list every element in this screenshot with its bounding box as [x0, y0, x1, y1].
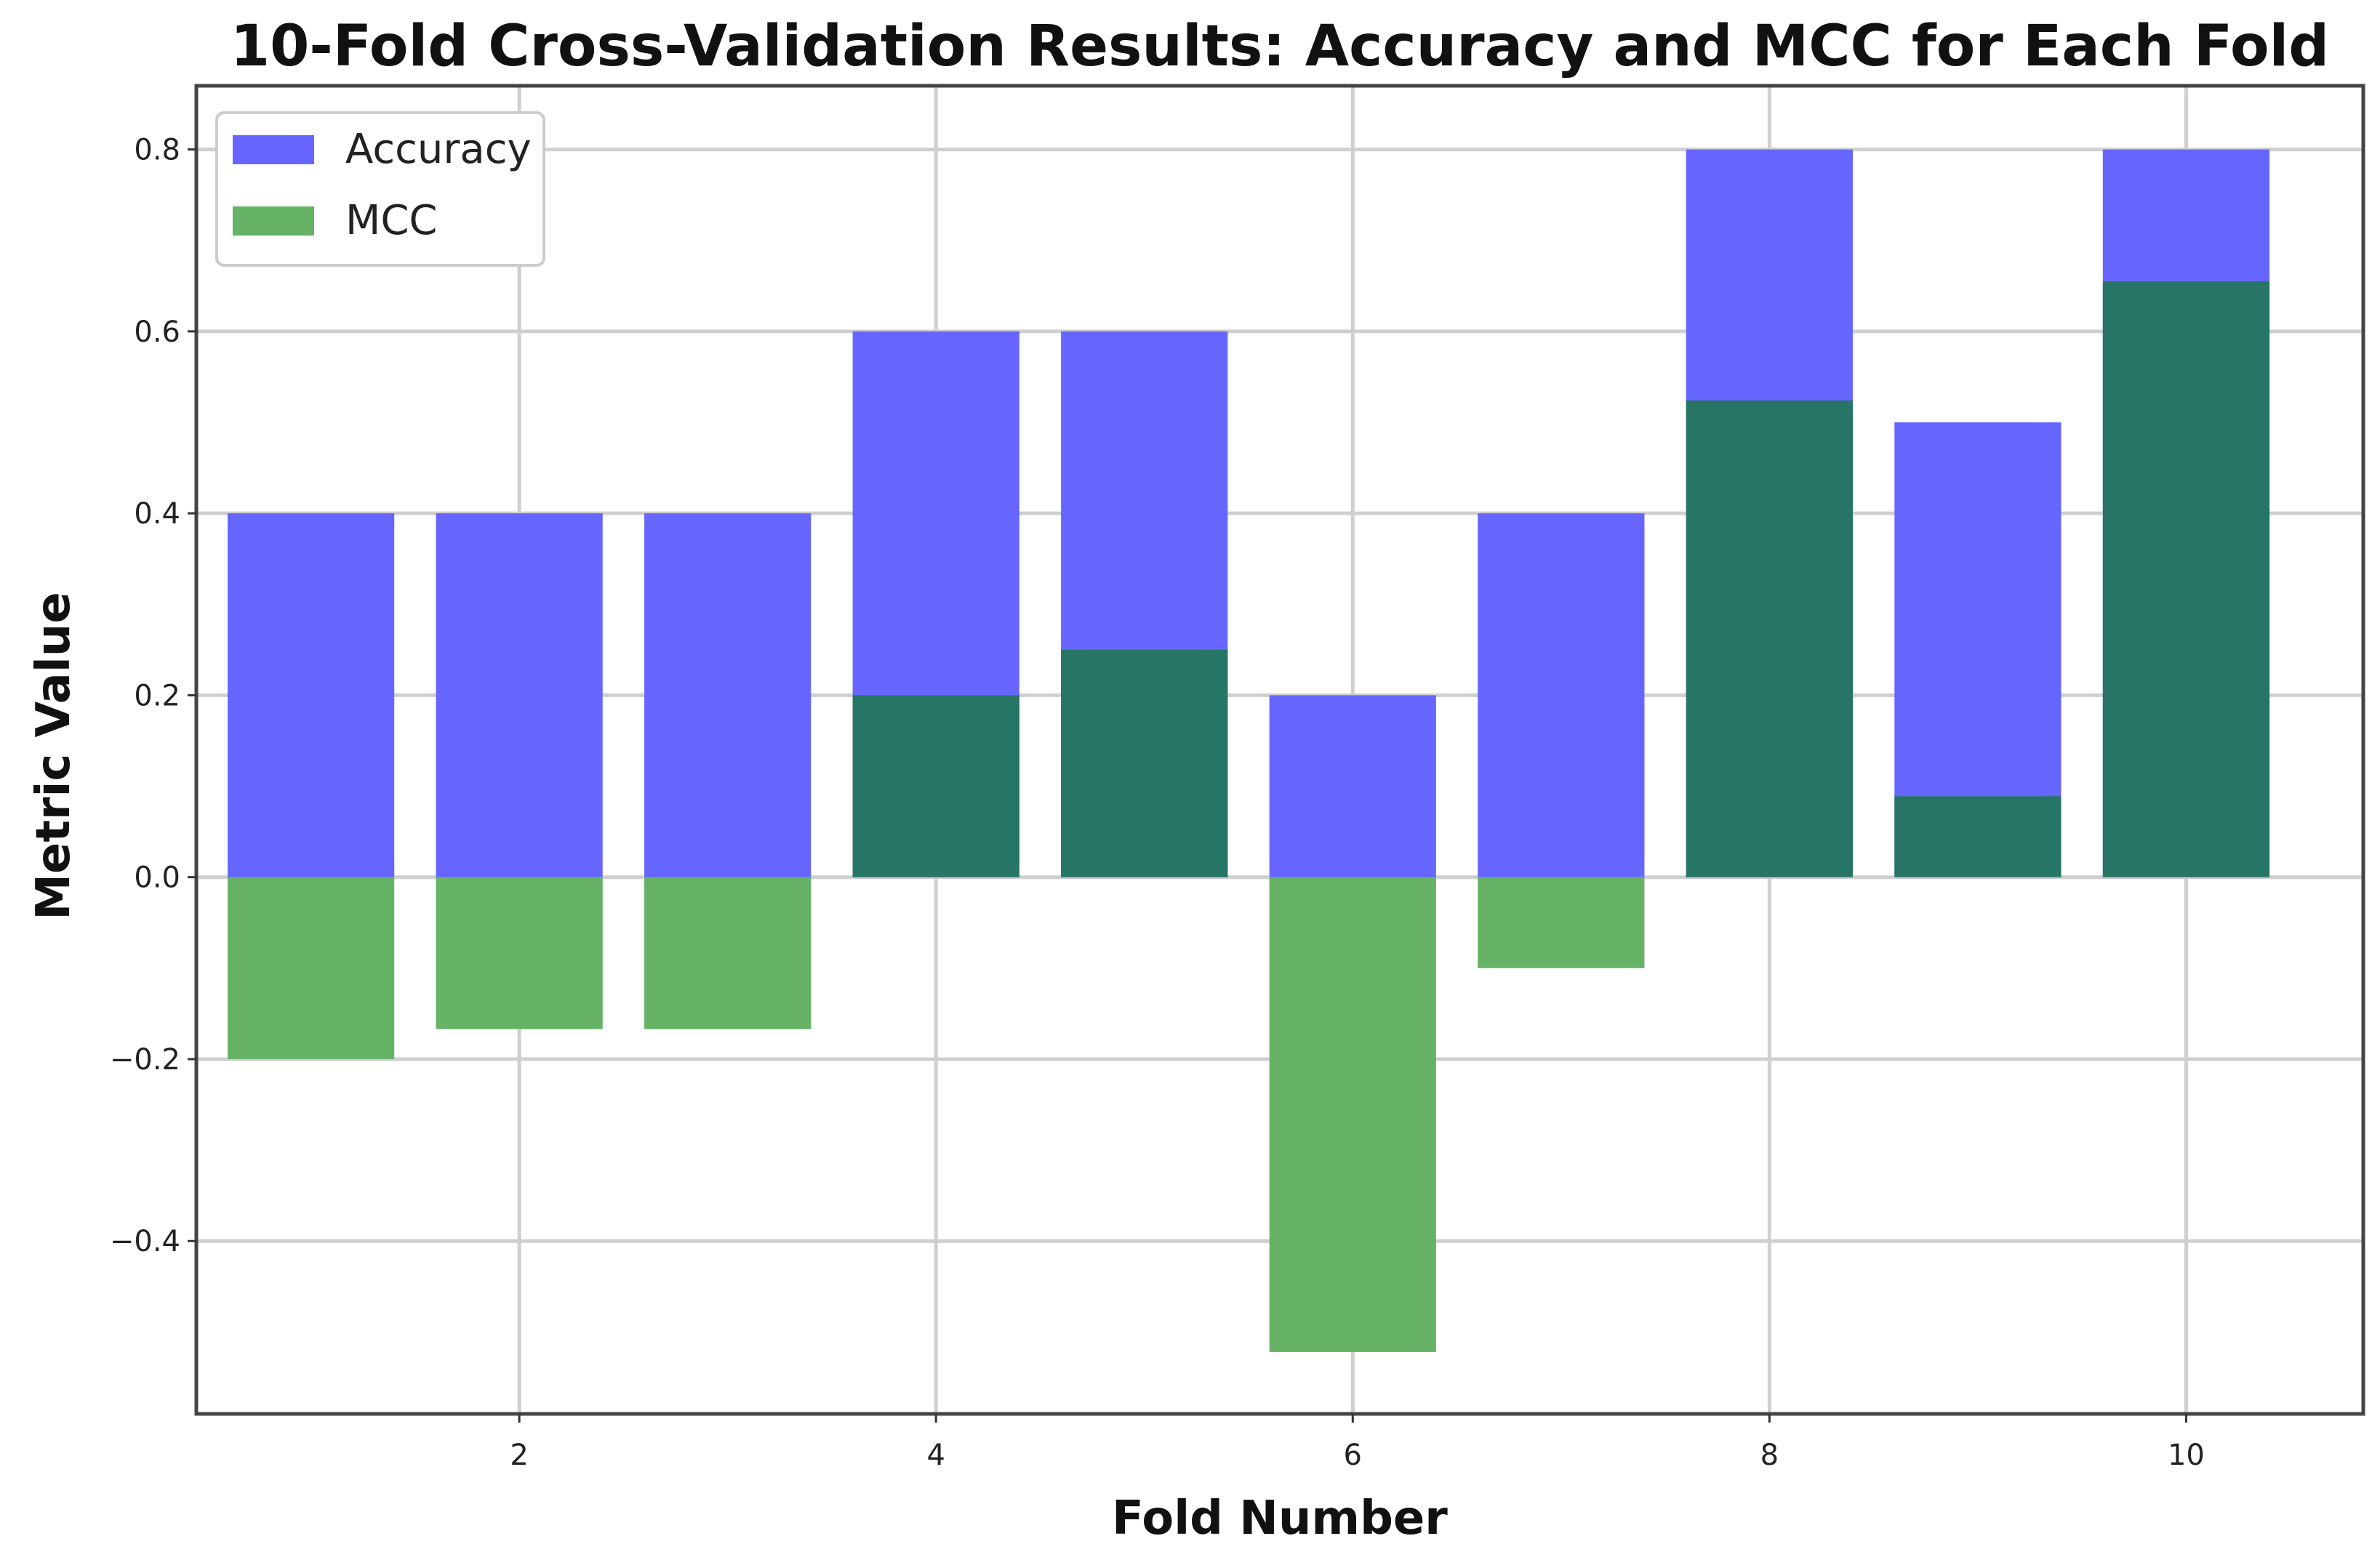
mcc-bar-fold-6 — [1269, 877, 1436, 1352]
y-tick-label: 0.2 — [134, 679, 180, 712]
legend: Accuracy MCC — [215, 111, 545, 267]
y-tick-label: −0.2 — [110, 1043, 180, 1077]
accuracy-bar-fold-7 — [1478, 513, 1645, 877]
x-tick-label: 10 — [2168, 1439, 2205, 1472]
x-tick-label: 6 — [1344, 1439, 1362, 1472]
x-tick-label: 2 — [510, 1439, 528, 1472]
mcc-bar-fold-2 — [436, 877, 603, 1029]
mcc-bar-fold-7 — [1478, 877, 1645, 968]
mcc-bar-fold-5 — [1061, 649, 1228, 877]
y-tick-label: 0.6 — [134, 315, 180, 349]
accuracy-bar-fold-3 — [644, 513, 812, 877]
mcc-bar-fold-10 — [2102, 281, 2270, 877]
plot-frame — [194, 84, 2365, 1416]
mcc-bar-fold-8 — [1686, 400, 1853, 877]
legend-label-accuracy: Accuracy — [345, 126, 532, 173]
x-tick-label: 4 — [926, 1439, 945, 1472]
x-tick-label: 8 — [1760, 1439, 1779, 1472]
y-tick-label: 0.0 — [134, 861, 180, 895]
x-axis-label: Fold Number — [1112, 1492, 1448, 1545]
legend-swatch-accuracy — [233, 135, 314, 164]
mcc-bar-fold-9 — [1894, 796, 2062, 877]
bars-layer — [227, 149, 2270, 1352]
y-tick-label: −0.4 — [110, 1225, 180, 1258]
mcc-bar-fold-3 — [644, 877, 812, 1029]
mcc-bar-fold-4 — [852, 695, 1019, 877]
legend-swatch-mcc — [233, 206, 314, 236]
y-tick-label: 0.8 — [134, 134, 180, 167]
accuracy-bar-fold-2 — [436, 513, 603, 877]
accuracy-bar-fold-6 — [1269, 695, 1436, 877]
y-axis-label: Metric Value — [27, 592, 81, 920]
chart-title: 10-Fold Cross-Validation Results: Accura… — [231, 14, 2329, 79]
ticks-layer: −0.4 −0.2 0.0 0.2 0.4 0.6 0.8 2 4 6 8 10 — [110, 134, 2205, 1472]
legend-label-mcc: MCC — [345, 197, 438, 244]
axes-layer — [194, 84, 2365, 1416]
accuracy-bar-fold-1 — [227, 513, 395, 877]
y-tick-label: 0.4 — [134, 497, 180, 531]
mcc-bar-fold-1 — [227, 877, 395, 1059]
